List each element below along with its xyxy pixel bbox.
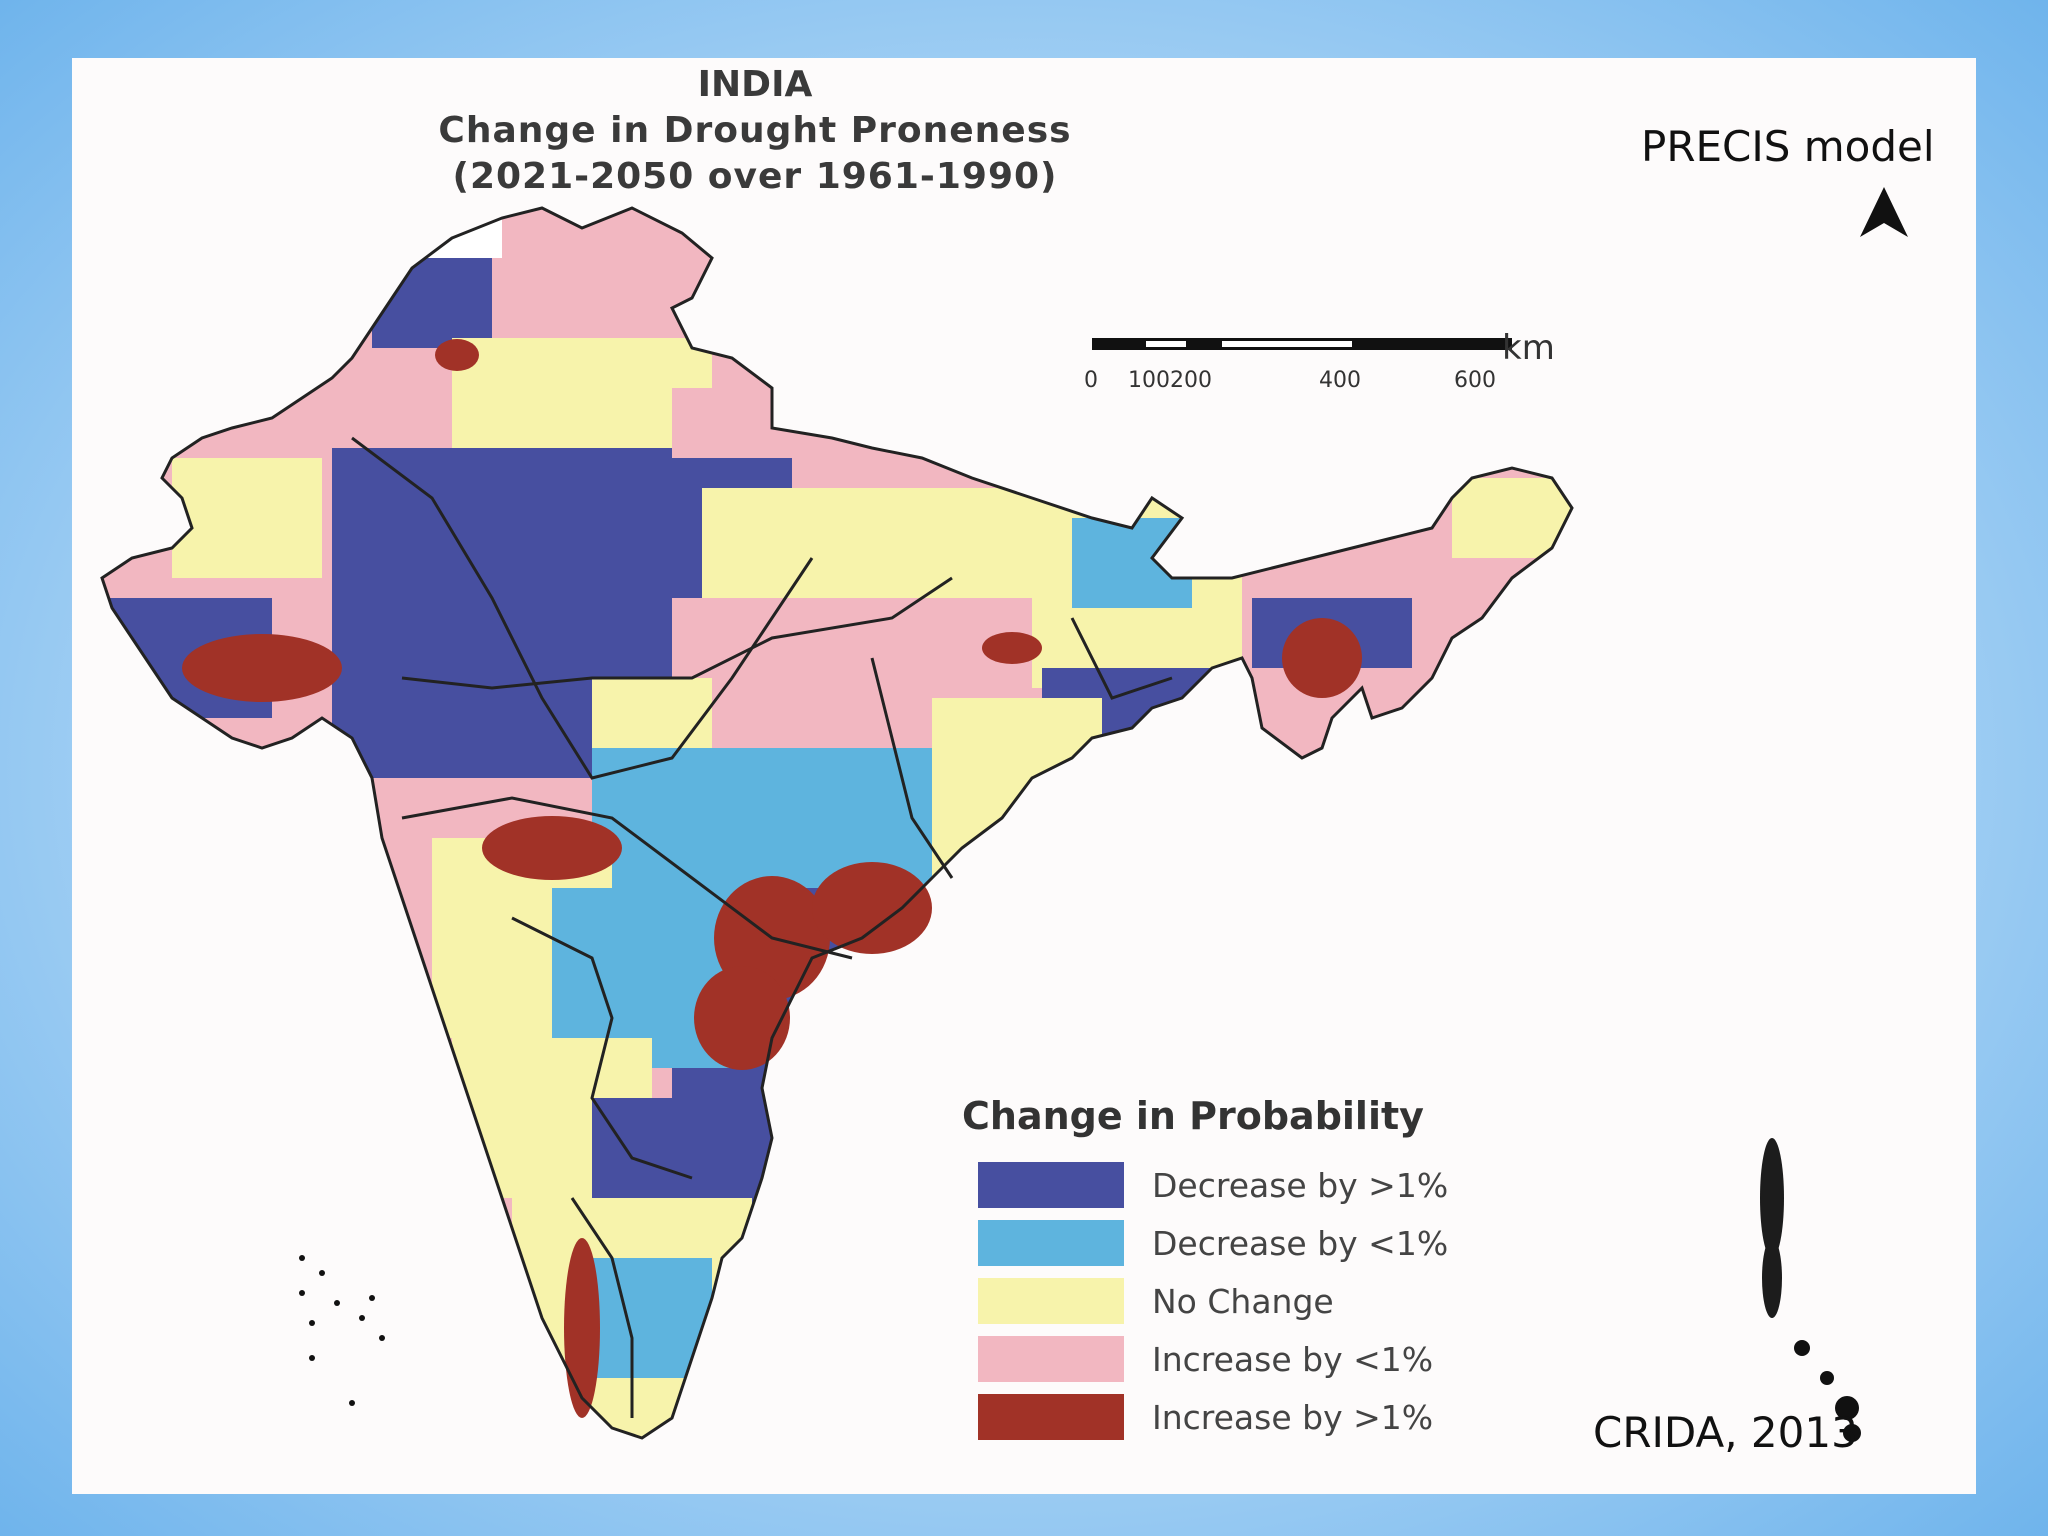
source-label: CRIDA, 2013 (1593, 1408, 1858, 1457)
legend-swatch-decrease-high (978, 1162, 1124, 1208)
legend-label: Decrease by >1% (1152, 1165, 1449, 1205)
scale-ticks: 0 100 200 400 600 (1084, 368, 1524, 396)
model-label: PRECIS model (1641, 122, 1935, 171)
scale-tick: 400 (1319, 368, 1361, 393)
scale-tick: 0 (1084, 368, 1098, 393)
legend-item: No Change (962, 1272, 1448, 1330)
legend-item: Increase by >1% (962, 1388, 1448, 1446)
legend-swatch-increase-high (978, 1394, 1124, 1440)
scale-tick: 200 (1170, 368, 1212, 393)
legend-item: Increase by <1% (962, 1330, 1448, 1388)
india-map (100, 206, 1861, 1442)
scale-unit: km (1502, 328, 1555, 368)
legend-label: No Change (1152, 1281, 1334, 1321)
legend-swatch-no-change (978, 1278, 1124, 1324)
islands (299, 1138, 1861, 1442)
legend-title: Change in Probability (962, 1094, 1424, 1138)
scale-tick: 600 (1454, 368, 1496, 393)
legend-item: Decrease by <1% (962, 1214, 1448, 1272)
title-line-3: (2021-2050 over 1961-1990) (452, 156, 1058, 197)
legend-label: Decrease by <1% (1152, 1223, 1449, 1263)
north-arrow-icon (1860, 187, 1908, 237)
map-panel: INDIA Change in Drought Proneness (2021-… (72, 58, 1976, 1494)
legend-label: Increase by <1% (1152, 1339, 1434, 1379)
legend-label: Increase by >1% (1152, 1397, 1434, 1437)
legend-swatch-decrease-low (978, 1220, 1124, 1266)
scale-bar (1092, 338, 1512, 350)
legend-item: Decrease by >1% (962, 1156, 1448, 1214)
title-line-1: INDIA (697, 64, 813, 105)
state-boundaries (100, 206, 1574, 1440)
map-title: INDIA Change in Drought Proneness (2021-… (72, 58, 1268, 200)
title-line-2: Change in Drought Proneness (438, 110, 1072, 151)
legend-swatch-increase-low (978, 1336, 1124, 1382)
scale-tick: 100 (1128, 368, 1170, 393)
legend: Change in Probability Decrease by >1% De… (962, 1094, 1448, 1446)
